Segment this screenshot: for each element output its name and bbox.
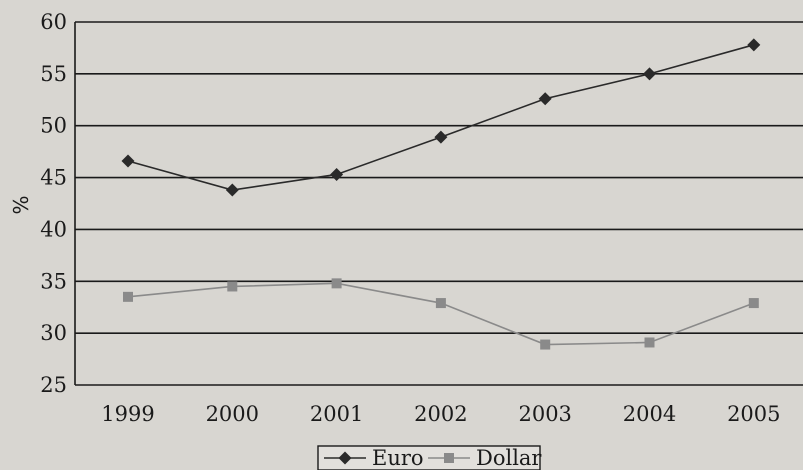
y-tick-label: 55 xyxy=(40,62,67,86)
data-point xyxy=(331,278,342,289)
legend-label: Dollar xyxy=(476,446,542,470)
data-point xyxy=(227,281,238,292)
data-point xyxy=(540,339,551,350)
y-tick-label: 45 xyxy=(40,166,67,190)
legend-item-euro: Euro xyxy=(324,446,424,470)
x-tick-label: 2004 xyxy=(623,402,676,426)
data-point xyxy=(538,92,552,106)
legend-label: Euro xyxy=(372,446,424,470)
legend-item-dollar: Dollar xyxy=(428,446,542,470)
y-tick-label: 40 xyxy=(40,217,67,241)
y-tick-label: 60 xyxy=(40,10,67,34)
data-point xyxy=(330,167,344,181)
series-euro xyxy=(121,38,761,197)
data-point xyxy=(747,38,761,52)
series-line xyxy=(127,282,755,346)
x-tick-label: 2003 xyxy=(518,402,571,426)
data-point xyxy=(434,130,448,144)
y-axis-label: % xyxy=(9,195,33,214)
x-tick-label: 2000 xyxy=(206,402,259,426)
data-point xyxy=(225,183,239,197)
legend: Euro Dollar xyxy=(317,445,542,470)
x-tick-label: 2002 xyxy=(414,402,467,426)
x-tick-label: 1999 xyxy=(101,402,154,426)
series-layer xyxy=(121,38,761,350)
series-line xyxy=(127,44,755,191)
grid-layer xyxy=(75,21,803,386)
x-tick-label: 2001 xyxy=(310,402,363,426)
y-tick-label: 35 xyxy=(40,269,67,293)
y-tick-label: 50 xyxy=(40,114,67,138)
data-point xyxy=(748,298,759,309)
legend-box xyxy=(317,445,541,470)
y-tick-label: 30 xyxy=(40,321,67,345)
data-point xyxy=(643,67,656,81)
y-tick-label: 25 xyxy=(40,373,67,397)
series-dollar xyxy=(123,278,759,350)
data-point xyxy=(444,453,454,463)
data-point xyxy=(121,154,135,168)
data-point xyxy=(338,451,352,465)
data-point xyxy=(435,298,446,309)
data-point xyxy=(644,337,655,348)
axis-layer: % 25 30 35 40 45 50 55 60 1999 2000 2001 2002 2003 20… xyxy=(9,10,781,426)
x-tick-label: 2005 xyxy=(727,402,780,426)
data-point xyxy=(123,291,133,302)
